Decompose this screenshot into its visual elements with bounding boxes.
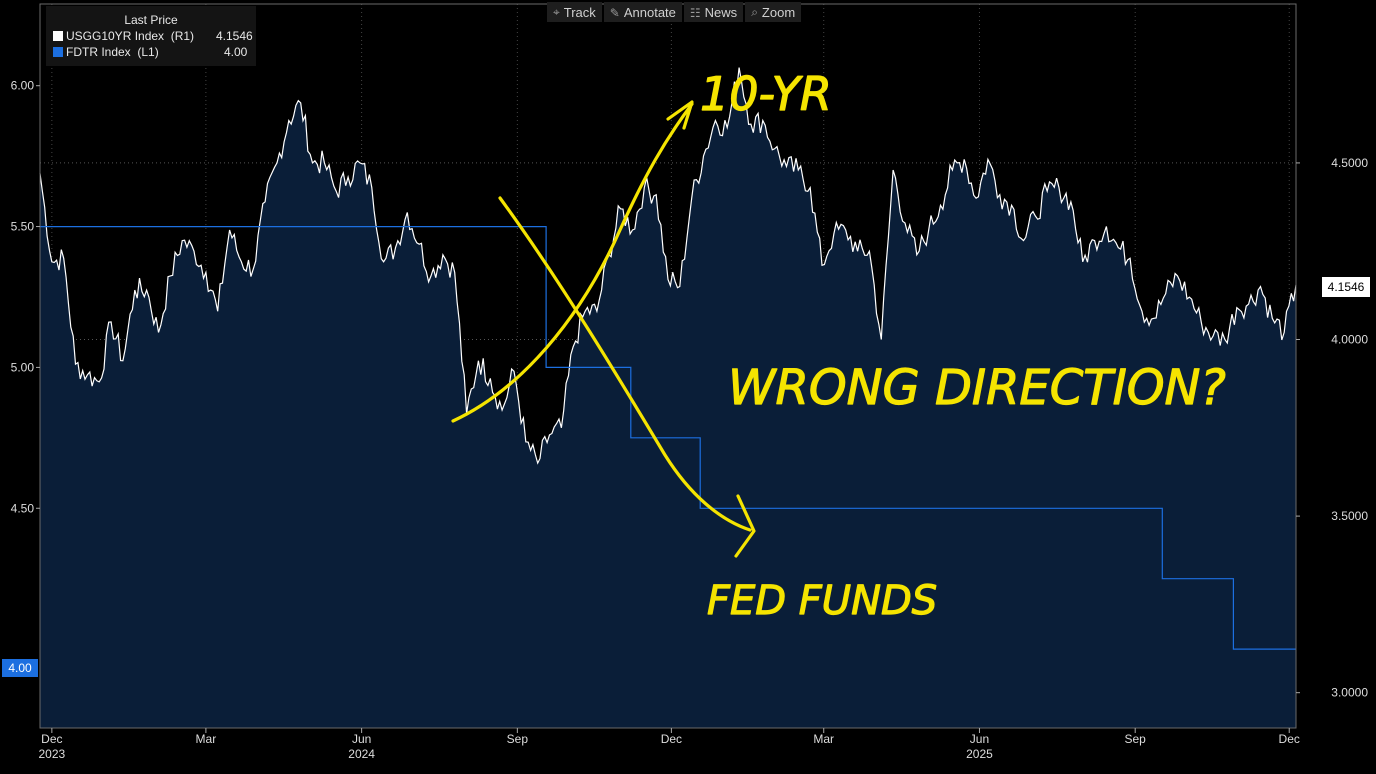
x-tick-year-label: 2025: [966, 747, 993, 761]
legend-row-fed-funds[interactable]: FDTR Index (L1) 4.00: [46, 44, 256, 60]
x-tick-label: Sep: [1125, 732, 1147, 746]
zoom-label: Zoom: [761, 5, 796, 20]
legend-panel: Last Price USGG10YR Index (R1) 4.1546 FD…: [46, 6, 256, 66]
left-tick-label: 4.50: [11, 501, 35, 515]
x-tick-year-label: 2024: [348, 747, 375, 761]
right-tick-label: 3.0000: [1331, 686, 1368, 700]
fed-funds-tag: 4.00: [2, 659, 38, 677]
x-tick-label: Jun: [970, 732, 989, 746]
right-axis-ticks: 3.0000 3.5000 4.0000 4.5000: [1296, 156, 1368, 700]
zoom-button[interactable]: ⌕ Zoom: [745, 2, 802, 22]
news-label: News: [704, 5, 738, 20]
x-tick-label: Mar: [813, 732, 834, 746]
annotate-button[interactable]: ✎ Annotate: [603, 2, 682, 22]
handwritten-annotations: 10-YR WRONG DIRECTION? FED FUNDS: [451, 66, 1227, 625]
news-icon: ☷: [689, 5, 701, 20]
track-label: Track: [563, 5, 596, 20]
annotation-ten-year: 10-YR: [700, 67, 832, 121]
left-tick-label: 5.50: [11, 220, 35, 234]
legend-series-value: 4.1546: [216, 29, 253, 43]
legend-header: Last Price: [124, 13, 178, 27]
fed-funds-line: [40, 226, 1296, 650]
legend-series-name: FDTR Index (L1): [66, 45, 159, 59]
annotate-label: Annotate: [623, 5, 676, 20]
annotation-fed-funds: FED FUNDS: [707, 578, 937, 624]
blue-swatch-icon: [53, 47, 63, 57]
right-tick-label: 4.0000: [1331, 333, 1368, 347]
crosshair-icon: ⌖: [553, 5, 560, 19]
annotation-wrong-direction: WRONG DIRECTION?: [728, 360, 1226, 416]
legend-series-value: 4.00: [224, 45, 248, 59]
track-button[interactable]: ⌖ Track: [547, 2, 602, 22]
left-axis-ticks: 4.50 5.00 5.50 6.00: [11, 79, 40, 515]
left-tick-label: 6.00: [11, 79, 35, 93]
legend-row-ten-year[interactable]: USGG10YR Index (R1) 4.1546: [46, 28, 256, 44]
magnifier-icon: ⌕: [751, 5, 758, 19]
chart-toolbar: ⌖ Track ✎ Annotate ☷ News ⌕ Zoom: [547, 2, 802, 22]
news-button[interactable]: ☷ News: [683, 2, 744, 22]
ten-year-arrow: [451, 100, 694, 423]
pen-icon: ✎: [609, 5, 620, 20]
right-tick-label: 4.5000: [1331, 156, 1368, 170]
x-tick-label: Dec: [1279, 732, 1300, 746]
x-tick-label: Dec: [661, 732, 682, 746]
ten-year-area-fill: [40, 67, 1296, 729]
fed-funds-arrow: [498, 196, 756, 558]
x-tick-label: Dec: [41, 732, 62, 746]
legend-series-name: USGG10YR Index (R1): [66, 29, 195, 43]
ten-year-line: [39, 67, 1297, 465]
x-tick-label: Jun: [352, 732, 371, 746]
x-tick-label: Mar: [196, 732, 217, 746]
x-tick-year-label: 2023: [38, 747, 65, 761]
last-price-tag: 4.1546: [1322, 277, 1370, 297]
left-tick-label: 5.00: [11, 360, 35, 374]
x-tick-label: Sep: [507, 732, 529, 746]
right-tick-label: 3.5000: [1331, 509, 1368, 523]
white-swatch-icon: [53, 31, 63, 41]
